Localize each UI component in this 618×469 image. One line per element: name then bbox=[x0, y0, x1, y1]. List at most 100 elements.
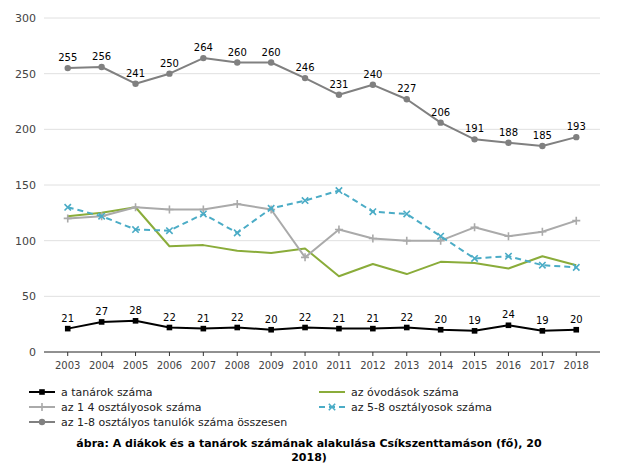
data-label: 21 bbox=[333, 313, 346, 324]
y-tick-label: 100 bbox=[15, 235, 36, 248]
data-label: 191 bbox=[465, 123, 484, 134]
y-tick-label: 300 bbox=[15, 12, 36, 25]
point-marker bbox=[200, 55, 206, 61]
point-marker bbox=[335, 226, 343, 234]
point-marker bbox=[438, 327, 444, 333]
point-marker bbox=[471, 255, 477, 261]
point-marker bbox=[166, 227, 172, 233]
point-marker bbox=[268, 327, 274, 333]
point-marker bbox=[199, 205, 207, 213]
legend-label: a tanárok száma bbox=[61, 386, 153, 399]
x-tick-label: 2008 bbox=[225, 360, 250, 371]
data-label: 22 bbox=[400, 312, 413, 323]
point-marker bbox=[65, 65, 71, 71]
x-tick bbox=[271, 352, 272, 356]
y-tick-label: 0 bbox=[29, 346, 36, 359]
data-label: 21 bbox=[61, 313, 74, 324]
point-marker bbox=[167, 325, 173, 331]
point-marker bbox=[132, 203, 140, 211]
x-tick bbox=[440, 352, 441, 356]
point-marker bbox=[437, 119, 443, 125]
x-tick-label: 2004 bbox=[89, 360, 114, 371]
x-tick bbox=[101, 352, 102, 356]
x-tick bbox=[305, 352, 306, 356]
point-marker bbox=[99, 319, 105, 325]
point-marker bbox=[572, 217, 580, 225]
data-label: 28 bbox=[129, 305, 142, 316]
data-label: 193 bbox=[567, 121, 586, 132]
data-label: 27 bbox=[95, 306, 108, 317]
point-marker bbox=[336, 92, 342, 98]
point-marker bbox=[166, 70, 172, 76]
y-tick-label: 250 bbox=[15, 68, 36, 81]
point-marker bbox=[65, 326, 71, 332]
point-marker bbox=[302, 75, 308, 81]
point-marker bbox=[506, 322, 512, 328]
point-marker bbox=[404, 211, 410, 217]
data-label: 264 bbox=[194, 42, 213, 53]
data-label: 21 bbox=[197, 313, 210, 324]
data-label: 22 bbox=[231, 312, 244, 323]
data-label: 250 bbox=[160, 58, 179, 69]
plot-area bbox=[64, 55, 581, 334]
point-marker bbox=[573, 134, 579, 140]
point-marker bbox=[540, 328, 546, 334]
data-labels: 2127282221222022212122201924192025525624… bbox=[58, 42, 586, 326]
data-label: 22 bbox=[299, 312, 312, 323]
grid-line bbox=[44, 240, 600, 241]
legend-label: az óvodások száma bbox=[351, 386, 459, 399]
x-tick bbox=[338, 352, 339, 356]
data-label: 21 bbox=[366, 313, 379, 324]
x-tick-label: 2009 bbox=[258, 360, 283, 371]
x-tick-label: 2005 bbox=[123, 360, 148, 371]
legend-marker bbox=[39, 419, 45, 425]
legend: a tanárok száma az óvodások száma az 1 4 o… bbox=[29, 386, 492, 429]
point-marker bbox=[403, 237, 411, 245]
x-tick-label: 2015 bbox=[462, 360, 487, 371]
point-marker bbox=[233, 200, 241, 208]
legend-marker bbox=[39, 389, 45, 395]
point-marker bbox=[132, 226, 138, 232]
legend-label: az 1 4 osztályosok száma bbox=[61, 401, 202, 414]
x-tick bbox=[67, 352, 68, 356]
point-marker bbox=[268, 59, 274, 65]
point-marker bbox=[200, 211, 206, 217]
point-marker bbox=[133, 318, 139, 324]
point-marker bbox=[404, 325, 410, 331]
series-line bbox=[68, 58, 577, 146]
y-tick-label: 200 bbox=[15, 123, 36, 136]
grid-line bbox=[44, 352, 600, 353]
x-tick-label: 2014 bbox=[428, 360, 453, 371]
point-marker bbox=[165, 205, 173, 213]
point-marker bbox=[65, 204, 71, 210]
data-label: 20 bbox=[570, 314, 583, 325]
data-label: 20 bbox=[265, 314, 278, 325]
chart: 0501001502002503002003200420052006200720… bbox=[0, 0, 618, 469]
point-marker bbox=[471, 136, 477, 142]
point-marker bbox=[370, 326, 376, 332]
point-marker bbox=[370, 82, 376, 88]
x-tick-label: 2010 bbox=[292, 360, 317, 371]
x-axis-line bbox=[44, 352, 600, 353]
x-tick-label: 2007 bbox=[191, 360, 216, 371]
point-marker bbox=[302, 325, 308, 331]
data-label: 24 bbox=[502, 309, 515, 320]
point-marker bbox=[132, 80, 138, 86]
grid-line bbox=[44, 296, 600, 297]
point-marker bbox=[336, 326, 342, 332]
point-marker bbox=[302, 197, 308, 203]
data-label: 256 bbox=[92, 51, 111, 62]
point-marker bbox=[539, 143, 545, 149]
series-line bbox=[68, 207, 577, 276]
data-label: 19 bbox=[536, 315, 549, 326]
legend-marker bbox=[38, 403, 46, 411]
data-label: 20 bbox=[434, 314, 447, 325]
point-marker bbox=[573, 327, 579, 333]
series-line bbox=[68, 321, 577, 331]
grid-line bbox=[44, 185, 600, 186]
data-label: 185 bbox=[533, 130, 552, 141]
y-tick-label: 150 bbox=[15, 179, 36, 192]
point-marker bbox=[301, 253, 309, 261]
x-tick bbox=[237, 352, 238, 356]
x-tick-label: 2016 bbox=[496, 360, 521, 371]
